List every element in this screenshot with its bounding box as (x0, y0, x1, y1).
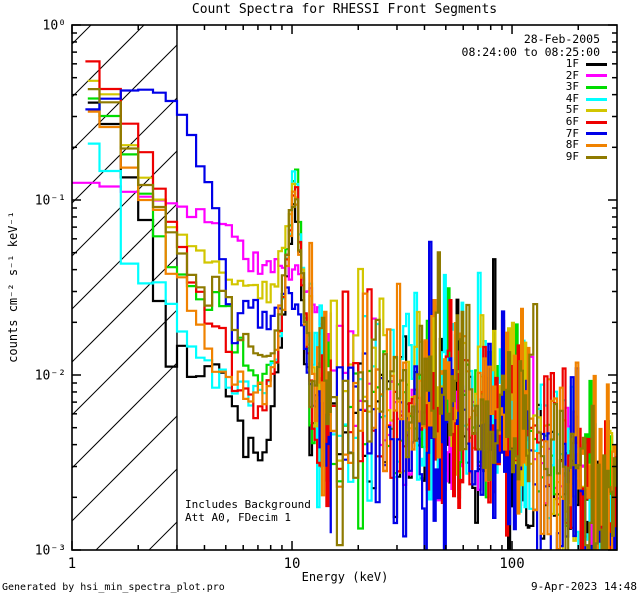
background-note: Includes Background (185, 498, 311, 511)
time-interval: 28-Feb-2005 08:24:00 to 08:25:00 (300, 33, 600, 58)
legend-swatch-8F (586, 143, 607, 147)
y-tick-label: 10⁻³ (35, 544, 66, 559)
y-tick-label: 10⁻² (35, 369, 66, 384)
legend-item-1F: 1F (500, 56, 610, 71)
y-tick-label: 10⁰ (43, 19, 66, 34)
legend-item-2F: 2F (500, 68, 610, 82)
plot-annotations: Includes Background Att A0, FDecim 1 (185, 498, 311, 524)
legend-label-4F: 4F (565, 91, 579, 105)
legend-label-9F: 9F (565, 149, 579, 163)
tick-labels: 1 10 100 10⁰ 10⁻¹ 10⁻² 10⁻³ (35, 19, 525, 573)
y-axis-label: counts cm⁻² s⁻¹ keV⁻¹ (6, 211, 21, 363)
legend-item-6F: 6F (500, 114, 610, 128)
legend-item-5F: 5F (500, 103, 610, 117)
date-label: 28-Feb-2005 (523, 32, 600, 46)
series-curve-8F (87, 110, 617, 550)
x-axis-label: Energy (keV) (301, 570, 389, 584)
x-tick-label: 100 (499, 556, 524, 572)
legend-item-3F: 3F (500, 80, 610, 94)
legend-item-8F: 8F (500, 138, 610, 152)
series-curve-9F (87, 88, 617, 550)
legend-label-8F: 8F (565, 138, 579, 152)
legend-swatch-7F (586, 132, 607, 136)
page-title: Count Spectra for RHESSI Front Segments (191, 2, 498, 17)
legend-item-7F: 7F (500, 126, 610, 140)
legend: 1F 2F 3F 4F 5F 6F 7F 8F 9F (500, 56, 610, 163)
legend-swatch-3F (586, 85, 607, 89)
legend-swatch-4F (586, 97, 607, 101)
time-range-label: 08:24:00 to 08:25:00 (461, 44, 600, 59)
legend-swatch-1F (586, 62, 607, 66)
legend-label-7F: 7F (565, 126, 579, 140)
series-curves (72, 60, 617, 550)
legend-swatch-5F (586, 109, 607, 113)
generator-credit: Generated by hsi_min_spectra_plot.pro (2, 582, 225, 593)
render-timestamp: 9-Apr-2023 14:48 (531, 580, 637, 593)
y-tick-label: 10⁻¹ (35, 194, 66, 209)
legend-label-5F: 5F (565, 103, 579, 117)
axis-ticks (71, 24, 617, 551)
legend-label-3F: 3F (565, 80, 579, 94)
legend-swatch-9F (586, 155, 607, 159)
x-tick-label: 10 (284, 556, 301, 572)
legend-label-6F: 6F (565, 114, 579, 128)
x-tick-label: 1 (68, 556, 76, 572)
legend-swatch-6F (586, 120, 607, 124)
hatch-region (72, 25, 178, 550)
legend-swatch-2F (586, 74, 607, 78)
legend-item-9F: 9F (500, 149, 610, 163)
attenuator-note: Att A0, FDecim 1 (185, 510, 291, 524)
legend-label-2F: 2F (565, 68, 579, 82)
legend-label-1F: 1F (565, 56, 579, 70)
legend-item-4F: 4F (500, 91, 610, 105)
plot-frame (71, 24, 618, 551)
